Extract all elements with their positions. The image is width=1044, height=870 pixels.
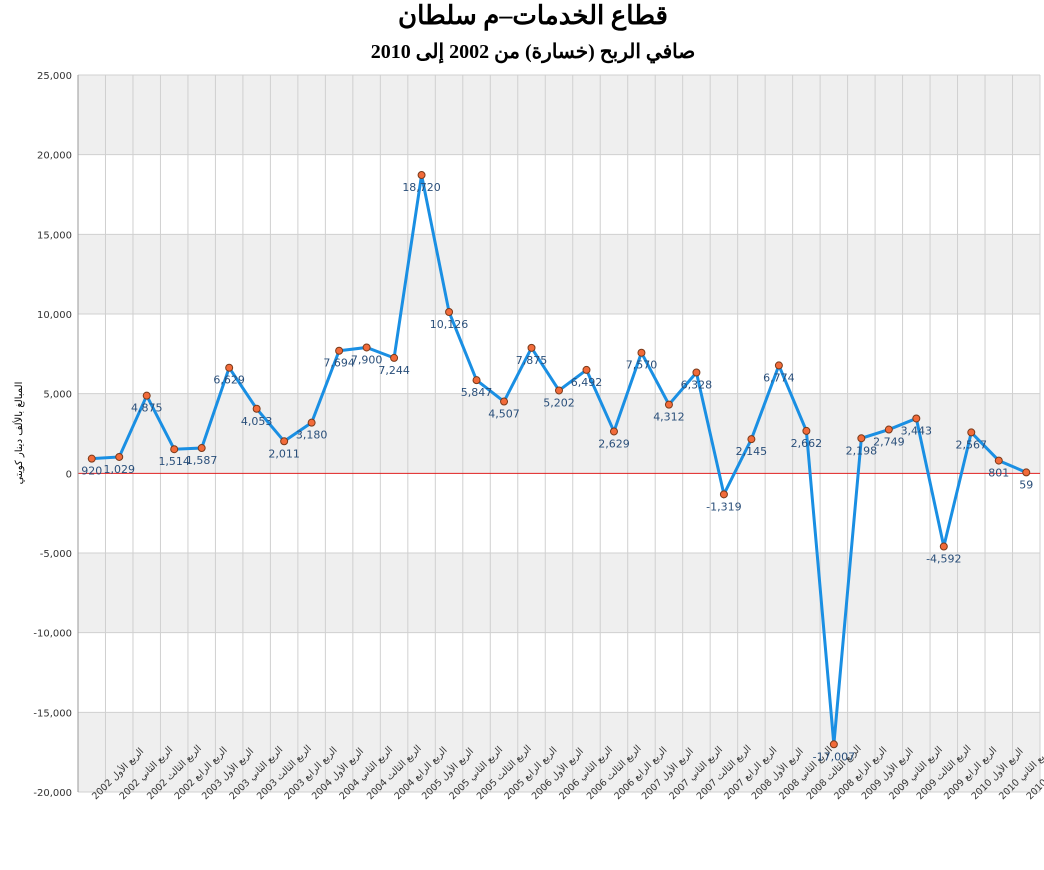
value-label: 3,443 <box>901 424 933 437</box>
grid-band <box>78 712 1040 792</box>
grid-band <box>78 75 1040 155</box>
value-label: 920 <box>81 465 102 478</box>
value-label: 7,570 <box>626 359 658 372</box>
y-tick-label: 5,000 <box>43 390 72 401</box>
y-tick-label: -15,000 <box>33 708 72 719</box>
y-tick-label: -10,000 <box>33 629 72 640</box>
value-label: 6,629 <box>213 374 245 387</box>
y-tick-label: 25,000 <box>37 71 72 82</box>
point <box>582 365 591 374</box>
value-label: 1,514 <box>158 455 190 468</box>
y-tick-label: 15,000 <box>37 230 72 241</box>
value-label: 2,662 <box>791 437 823 450</box>
value-label: 2,629 <box>598 437 630 450</box>
point <box>142 391 151 400</box>
point <box>197 444 206 453</box>
point <box>664 400 673 409</box>
value-label: 801 <box>988 467 1009 480</box>
point <box>802 426 811 435</box>
point <box>609 427 618 436</box>
point <box>967 428 976 437</box>
y-tick-label: 20,000 <box>37 151 72 162</box>
point <box>719 490 728 499</box>
value-label: 3,180 <box>296 429 328 442</box>
point <box>500 397 509 406</box>
y-tick-label: 10,000 <box>37 310 72 321</box>
value-label: 7,244 <box>378 364 410 377</box>
point <box>994 456 1003 465</box>
point <box>472 376 481 385</box>
value-label: 5,202 <box>543 396 575 409</box>
point <box>87 454 96 463</box>
value-label: 4,053 <box>241 415 273 428</box>
point <box>774 361 783 370</box>
value-label: 5,847 <box>461 386 493 399</box>
value-label: 6,774 <box>763 371 795 384</box>
y-tick-label: -5,000 <box>40 549 72 560</box>
y-tick-label: 0 <box>66 469 72 480</box>
value-label: 2,567 <box>956 438 988 451</box>
value-label: 1,029 <box>103 463 135 476</box>
chart-subtitle: صافي الربح (خسارة) من 2002 إلى 2010 <box>371 41 696 64</box>
point <box>527 343 536 352</box>
value-label: 4,507 <box>488 408 520 421</box>
point <box>115 452 124 461</box>
point <box>170 445 179 454</box>
grid-band <box>78 553 1040 633</box>
value-label: 10,126 <box>430 318 469 331</box>
point <box>280 437 289 446</box>
point <box>555 386 563 395</box>
value-label: 2,011 <box>268 447 300 460</box>
value-label: 7,900 <box>351 353 383 366</box>
point <box>912 414 921 423</box>
value-label: 7,875 <box>516 354 548 367</box>
point <box>637 348 646 357</box>
value-label: -17,007 <box>813 750 855 763</box>
point <box>829 740 838 749</box>
y-tick-label: -20,000 <box>33 788 72 799</box>
value-label: 59 <box>1019 478 1033 491</box>
value-label: 18,720 <box>402 181 441 194</box>
value-label: 1,587 <box>186 454 218 467</box>
point <box>747 435 756 444</box>
point <box>307 418 316 427</box>
value-label: -1,319 <box>706 500 741 513</box>
point <box>445 307 454 316</box>
value-label: 6,328 <box>681 379 713 392</box>
point <box>857 434 866 443</box>
point <box>335 346 344 355</box>
point <box>1022 468 1031 477</box>
value-label: 2,749 <box>873 436 905 449</box>
value-label: 4,312 <box>653 411 685 424</box>
point <box>225 363 234 372</box>
value-label: 2,145 <box>736 445 768 458</box>
point <box>362 343 371 352</box>
y-axis-label: المبالغ بالألف دينار كويتي <box>12 382 25 485</box>
grid-band <box>78 234 1040 314</box>
point <box>417 171 426 180</box>
value-label: 6,492 <box>571 376 603 389</box>
value-label: 7,694 <box>323 357 355 370</box>
point <box>252 404 261 413</box>
point <box>939 542 948 551</box>
value-label: 2,198 <box>846 444 878 457</box>
point <box>390 353 399 362</box>
chart-title: قطاع الخدمات–م سلطان <box>398 1 668 31</box>
point <box>692 368 701 377</box>
value-label: -4,592 <box>926 552 961 565</box>
point <box>884 425 893 434</box>
value-label: 4,875 <box>131 402 163 415</box>
